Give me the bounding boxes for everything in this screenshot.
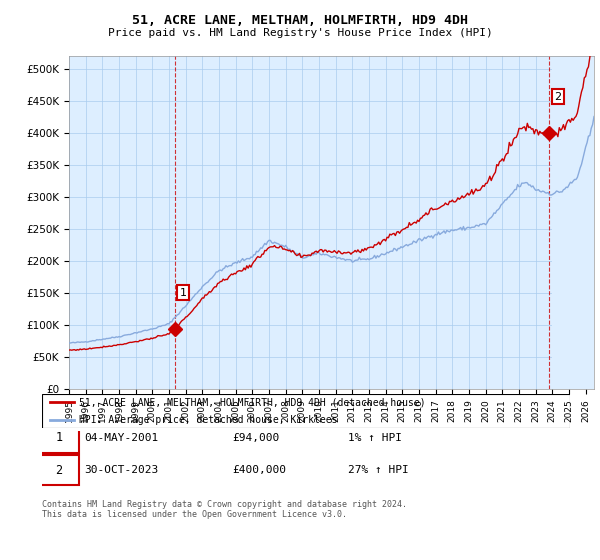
Text: 30-OCT-2023: 30-OCT-2023 [84, 465, 158, 475]
FancyBboxPatch shape [40, 423, 79, 453]
Text: Contains HM Land Registry data © Crown copyright and database right 2024.
This d: Contains HM Land Registry data © Crown c… [42, 500, 407, 519]
Text: £400,000: £400,000 [232, 465, 286, 475]
Text: 1: 1 [179, 288, 187, 298]
Text: Price paid vs. HM Land Registry's House Price Index (HPI): Price paid vs. HM Land Registry's House … [107, 28, 493, 38]
Text: 2: 2 [554, 92, 562, 101]
Text: 2: 2 [56, 464, 63, 477]
Text: 51, ACRE LANE, MELTHAM, HOLMFIRTH, HD9 4DH (detached house): 51, ACRE LANE, MELTHAM, HOLMFIRTH, HD9 4… [79, 398, 425, 407]
Text: 04-MAY-2001: 04-MAY-2001 [84, 433, 158, 443]
Text: £94,000: £94,000 [232, 433, 280, 443]
Bar [553, 56, 594, 389]
Text: 1% ↑ HPI: 1% ↑ HPI [348, 433, 402, 443]
Text: 27% ↑ HPI: 27% ↑ HPI [348, 465, 409, 475]
Text: HPI: Average price, detached house, Kirklees: HPI: Average price, detached house, Kirk… [79, 415, 337, 424]
FancyBboxPatch shape [40, 455, 79, 486]
Text: 51, ACRE LANE, MELTHAM, HOLMFIRTH, HD9 4DH: 51, ACRE LANE, MELTHAM, HOLMFIRTH, HD9 4… [132, 14, 468, 27]
Text: 1: 1 [56, 431, 63, 445]
